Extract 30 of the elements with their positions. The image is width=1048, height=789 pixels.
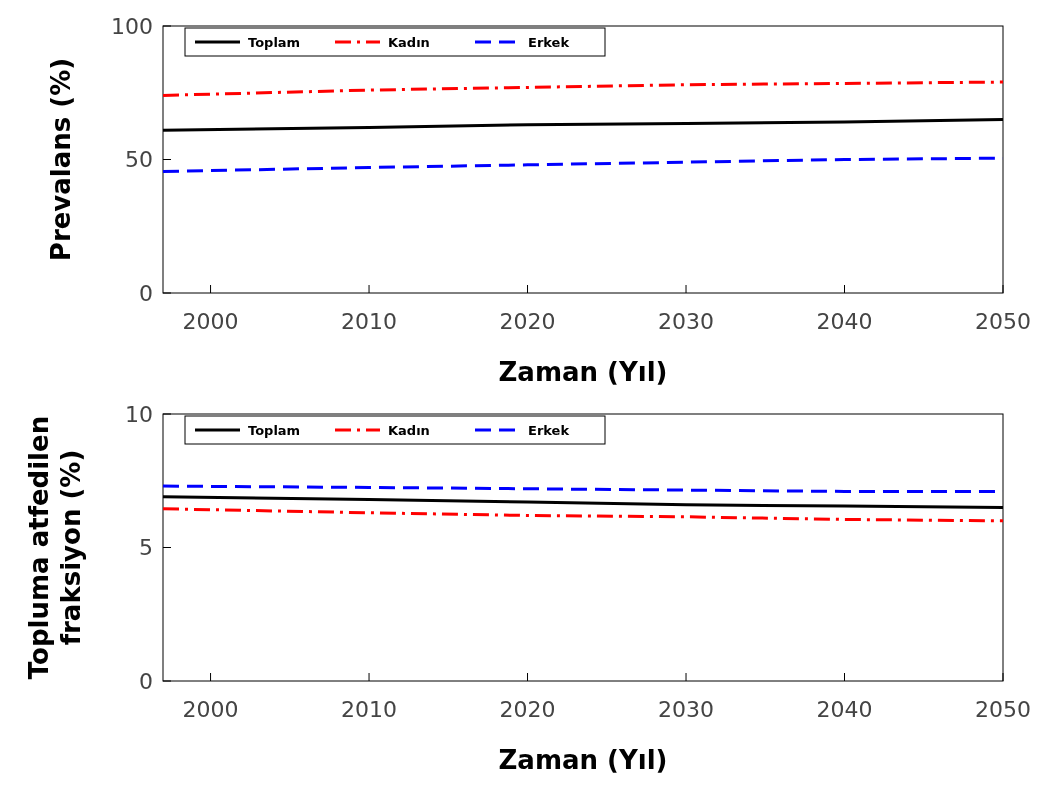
line-series (161, 507, 1005, 523)
y-axis-title: Topluma atfedilen fraksiyon (%) (24, 415, 86, 680)
x-tick-label: 2050 (975, 309, 1031, 334)
y-tick-label: 5 (139, 535, 153, 561)
x-tick-label: 2030 (658, 697, 715, 722)
legend-label: Toplam (248, 422, 301, 438)
legend-label: Kadın (388, 422, 430, 438)
x-tick-label: 2040 (816, 309, 873, 334)
legend-label: Kadın (388, 34, 430, 50)
x-tick-label: 2010 (341, 697, 398, 722)
legend-label: Erkek (528, 422, 570, 438)
x-tick-label: 2040 (816, 697, 873, 722)
x-tick-label: 2050 (975, 697, 1031, 722)
x-tick-label: 2000 (182, 309, 239, 334)
y-axis-title: Prevalans (%) (46, 57, 76, 262)
y-tick-label: 100 (111, 13, 153, 39)
x-tick-label: 2000 (182, 697, 239, 722)
line-series (161, 80, 1005, 97)
legend-label: Erkek (528, 34, 570, 50)
x-tick-label: 2020 (499, 697, 556, 722)
x-axis-title: Zaman (Yıl) (498, 357, 668, 387)
x-tick-label: 2010 (341, 309, 398, 334)
y-tick-label: 0 (139, 668, 153, 694)
x-tick-label: 2020 (499, 309, 556, 334)
x-tick-label: 2030 (658, 309, 715, 334)
y-tick-label: 50 (125, 147, 153, 173)
y-tick-label: 0 (139, 280, 153, 306)
y-tick-label: 10 (125, 401, 153, 427)
x-axis-title: Zaman (Yıl) (498, 745, 668, 775)
legend-label: Toplam (248, 34, 301, 50)
